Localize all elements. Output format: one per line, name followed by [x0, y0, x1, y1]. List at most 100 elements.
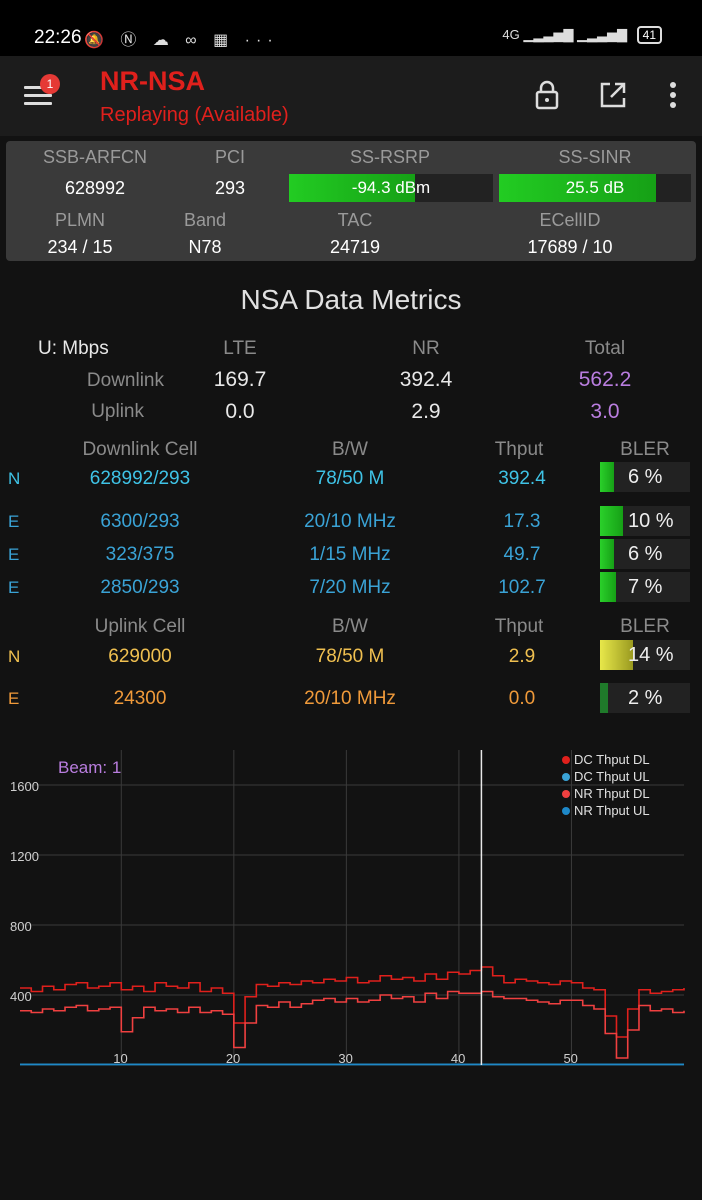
dl-row-3-cell: 2850/293	[100, 577, 180, 598]
ul-bler-header: BLER	[620, 616, 670, 637]
ul-lte-value: 0.0	[225, 400, 255, 423]
legend-marker	[562, 790, 570, 798]
dl-row-0-type: N	[8, 469, 21, 488]
dl-row-1-type: E	[8, 512, 20, 531]
tac-label: TAC	[337, 210, 373, 230]
rsrp-meter: -94.3 dBm	[289, 174, 493, 202]
pci-label: PCI	[214, 147, 245, 167]
ul-cell-header: Uplink Cell	[94, 616, 186, 637]
dl-row-3-bler-fill	[600, 572, 617, 602]
sinr-label: SS-SINR	[558, 147, 632, 167]
rsrp-label: SS-RSRP	[349, 147, 430, 167]
app-toolbar	[0, 56, 702, 136]
sinr-meter: 25.5 dB	[499, 174, 691, 202]
dl-row-2-thput: 49.7	[503, 544, 541, 565]
y-tick-label: 1600	[10, 779, 39, 794]
status-bar: 22:26 🔕 Ⓝ ☁ ∞ ▦ ··· 4G ▁▂▃▅▇ ▁▂▃▅▇ 41	[0, 0, 702, 56]
dl-row-2-bler-fill	[600, 539, 615, 569]
y-tick-label: 400	[10, 989, 32, 1004]
x-tick-label: 10	[113, 1051, 127, 1066]
dl-row-0-bler: 6 %	[628, 466, 663, 488]
ul-bw-header: B/W	[332, 616, 368, 637]
y-tick-label: 800	[10, 919, 32, 934]
ul-nr-value: 2.9	[411, 400, 441, 423]
notification-badge: 1	[40, 74, 60, 94]
ul-row-0-cell: 629000	[108, 646, 172, 667]
ul-row-0-bler-fill	[600, 640, 633, 670]
ul-row-1-bler: 2 %	[628, 687, 663, 709]
dl-row-3-type: E	[8, 578, 20, 597]
throughput-chart[interactable]: 400 800 1200 1600 10 20 30 40 50 Beam: 1 DC Thput …	[0, 745, 702, 1085]
dl-row-3-bler-meter: 7 %	[600, 572, 690, 602]
col-total: Total	[584, 338, 626, 359]
dl-row-1-bw: 20/10 MHz	[304, 511, 396, 532]
rsrp-value: -94.3 dBm	[351, 178, 431, 197]
pci-value: 293	[214, 178, 246, 198]
plmn-value: 234 / 15	[47, 237, 113, 257]
lock-icon[interactable]	[532, 80, 562, 110]
dl-row-1-thput: 17.3	[503, 511, 541, 532]
status-time: 22:26	[34, 27, 82, 48]
ul-thput-header: Thput	[494, 616, 544, 637]
network-type-label: 4G	[502, 27, 520, 42]
more-vert-icon[interactable]	[658, 80, 688, 110]
dl-row-0-cell: 628992/293	[89, 468, 191, 489]
ul-row-1-thput: 0.0	[508, 688, 536, 709]
dl-row-0-thput: 392.4	[498, 468, 546, 489]
menu-button[interactable]	[24, 86, 52, 106]
dl-row-3-bler: 7 %	[628, 576, 663, 598]
sinr-meter-fill	[499, 174, 657, 202]
ul-row-1-cell: 24300	[113, 688, 167, 709]
dl-thput-header: Thput	[494, 439, 544, 460]
status-notification-icons: 🔕 Ⓝ ☁ ∞ ▦ ···	[84, 32, 279, 49]
dl-nr-value: 392.4	[399, 368, 453, 391]
signal-icon: ▁▂▃▅▇	[523, 27, 574, 42]
rsrp-meter-fill	[289, 174, 416, 202]
dl-row-0-bler-meter: 6 %	[600, 462, 690, 492]
open-external-icon[interactable]	[598, 80, 628, 110]
ssb-arfcn-value: 628992	[64, 178, 126, 198]
series-line-nr-thput-dl	[20, 990, 685, 1059]
legend-marker	[562, 756, 570, 764]
dl-bw-header: B/W	[332, 439, 368, 460]
dl-row-3-thput: 102.7	[498, 577, 546, 598]
hamburger-icon	[24, 86, 52, 89]
series-line-dc-thput-dl	[20, 966, 685, 1038]
ul-row-1-bw: 20/10 MHz	[304, 688, 396, 709]
unit-label: U: Mbps	[38, 338, 109, 359]
downlink-label: Downlink	[86, 370, 164, 391]
dl-total-value: 562.2	[578, 368, 632, 391]
dl-row-2-bw: 1/15 MHz	[309, 544, 391, 565]
dl-row-1-bler-meter: 10 %	[600, 506, 690, 536]
section-title: NSA Data Metrics	[240, 284, 462, 315]
ul-row-1-bler-meter: 2 %	[600, 683, 690, 713]
ecellid-label: ECellID	[539, 210, 601, 230]
y-tick-label: 1200	[10, 849, 39, 864]
x-tick-label: 20	[226, 1051, 240, 1066]
sinr-value: 25.5 dB	[565, 178, 625, 197]
band-label: Band	[183, 210, 227, 230]
col-nr: NR	[412, 338, 440, 359]
ul-row-0-type: N	[8, 647, 21, 666]
ul-row-0-bw: 78/50 M	[315, 646, 385, 667]
ul-row-1-type: E	[8, 689, 20, 708]
status-right: 4G ▁▂▃▅▇ ▁▂▃▅▇ 41	[502, 26, 662, 44]
plmn-label: PLMN	[54, 210, 105, 230]
tac-value: 24719	[329, 237, 381, 257]
dl-row-2-bler: 6 %	[628, 543, 663, 565]
battery-icon: 41	[636, 26, 662, 44]
legend-label: NR Thput DL	[574, 786, 650, 801]
ul-row-0-thput: 2.9	[508, 646, 536, 667]
dl-row-3-bw: 7/20 MHz	[309, 577, 391, 598]
page-subtitle: Replaying (Available)	[100, 104, 289, 126]
legend-marker	[562, 773, 570, 781]
ul-row-0-bler-meter: 14 %	[600, 640, 690, 670]
beam-annotation: Beam: 1	[58, 758, 121, 777]
dl-row-0-bw: 78/50 M	[315, 468, 385, 489]
page-title: NR-NSA	[100, 66, 205, 96]
dl-row-1-cell: 6300/293	[100, 511, 180, 532]
dl-row-2-cell: 323/375	[105, 544, 175, 565]
uplink-label: Uplink	[91, 401, 144, 422]
ssb-arfcn-label: SSB-ARFCN	[42, 147, 147, 167]
dl-bler-header: BLER	[620, 439, 670, 460]
